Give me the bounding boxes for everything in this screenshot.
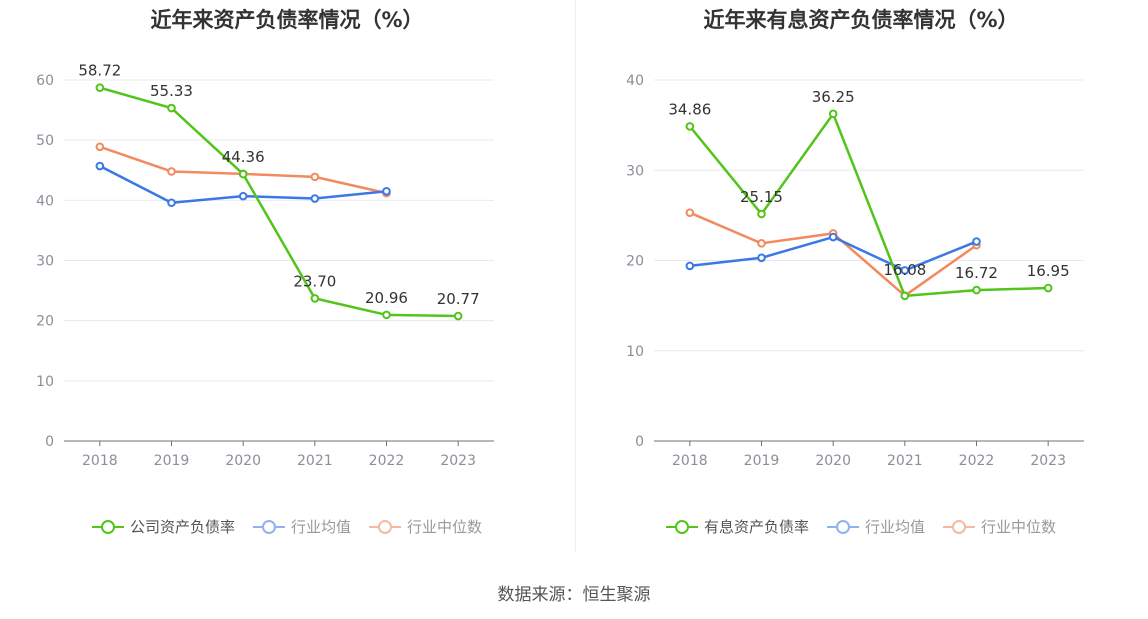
y-tick-label: 40 (36, 193, 54, 209)
legend-marker-icon (943, 519, 975, 535)
data-label: 16.95 (1027, 262, 1070, 280)
data-point (167, 103, 176, 113)
data-label: 36.25 (812, 88, 855, 106)
chart-legend: 公司资产负债率 行业均值 行业中位数 (0, 516, 574, 537)
legend-item[interactable]: 有息资产负债率 (665, 516, 809, 537)
legend-label: 公司资产负债率 (129, 518, 235, 536)
data-point (238, 169, 248, 179)
chart-legend: 有息资产负债率 行业均值 行业中位数 (574, 516, 1148, 537)
data-point (828, 232, 838, 242)
legend-label: 行业均值 (864, 518, 925, 536)
x-tick-label: 2019 (744, 453, 780, 469)
data-point (972, 285, 981, 295)
x-tick-label: 2019 (154, 453, 190, 469)
interest-debt-ratio-line-chart: 0 10 20 30 40 2018 2019 2020 2021 2022 2023 34.86 25… (626, 73, 1084, 469)
legend-marker-icon (826, 519, 859, 535)
data-point (310, 172, 320, 182)
data-label: 25.15 (740, 188, 783, 206)
legend-label: 有息资产负债率 (703, 518, 809, 536)
legend-marker-icon (665, 519, 698, 535)
series-line (99, 86, 459, 318)
data-label: 44.36 (222, 148, 265, 166)
y-tick-label: 30 (36, 254, 54, 270)
data-point (95, 83, 105, 93)
x-tick-label: 2022 (959, 453, 995, 469)
data-label: 16.72 (955, 264, 998, 282)
chart-title: 近年来资产负债率情况（%） (150, 8, 424, 32)
data-point (757, 253, 766, 263)
data-point (310, 294, 320, 303)
legend-marker-icon (252, 519, 285, 535)
data-point (238, 191, 248, 201)
y-tick-label: 10 (626, 344, 644, 360)
legend-item[interactable]: 公司资产负债率 (91, 516, 235, 537)
data-point (900, 291, 910, 301)
data-source-footer: 数据来源：恒生聚源 (497, 585, 651, 605)
x-tick-label: 2022 (369, 453, 405, 469)
data-point (900, 266, 910, 275)
x-tick-label: 2020 (815, 453, 851, 469)
x-tick-label: 2020 (225, 453, 261, 469)
legend-item[interactable]: 行业中位数 (369, 516, 482, 537)
x-tick-label: 2018 (82, 453, 118, 469)
legend-marker-icon (369, 519, 401, 535)
legend-item[interactable]: 行业均值 (826, 516, 925, 537)
legend-item[interactable]: 行业均值 (252, 516, 351, 537)
x-tick-label: 2023 (1030, 453, 1066, 469)
y-tick-label: 20 (36, 314, 54, 330)
data-label: 23.70 (293, 272, 336, 290)
y-tick-label: 0 (635, 434, 644, 450)
y-tick-label: 20 (626, 254, 644, 270)
data-point (382, 310, 391, 320)
debt-ratio-chart-panel: 近年来资产负债率情况（%） 0 10 20 30 40 50 60 2018 2019 2020 2… (0, 0, 574, 560)
legend-item[interactable]: 行业中位数 (943, 516, 1056, 537)
data-label: 16.08 (883, 261, 926, 279)
x-tick-label: 2021 (887, 453, 923, 469)
data-point (453, 311, 463, 321)
data-point (828, 109, 838, 119)
data-point (757, 239, 766, 248)
data-label: 20.96 (365, 289, 408, 307)
y-tick-label: 40 (626, 73, 644, 89)
data-point (167, 198, 176, 208)
data-point (167, 167, 176, 176)
y-tick-label: 30 (626, 163, 644, 179)
legend-label: 行业中位数 (407, 518, 483, 536)
data-point (972, 237, 981, 246)
data-label: 55.33 (150, 82, 193, 100)
legend-marker-icon (91, 519, 124, 535)
data-point (310, 194, 320, 203)
data-point (95, 142, 105, 152)
data-label: 34.86 (668, 100, 711, 118)
legend-label: 行业中位数 (981, 518, 1057, 536)
legend-label: 行业均值 (290, 518, 351, 536)
y-tick-label: 0 (45, 434, 54, 450)
interest-debt-ratio-chart-panel: 近年来有息资产负债率情况（%） 0 10 20 30 40 2018 2019 2020 202… (574, 0, 1148, 560)
chart-title: 近年来有息资产负债率情况（%） (703, 8, 1019, 32)
series-line (689, 235, 977, 272)
y-tick-label: 10 (36, 374, 54, 390)
panel-divider (575, 0, 576, 552)
data-label: 58.72 (78, 62, 121, 80)
series-line (689, 211, 978, 297)
data-point (382, 187, 391, 196)
data-point (685, 261, 695, 271)
data-point (757, 209, 766, 219)
y-tick-label: 50 (36, 133, 54, 149)
x-tick-label: 2018 (672, 453, 708, 469)
data-label: 20.77 (437, 290, 480, 308)
x-tick-label: 2021 (297, 453, 333, 469)
data-point (685, 208, 695, 217)
y-tick-label: 60 (36, 73, 54, 89)
data-point (685, 122, 695, 131)
data-point (1043, 283, 1053, 293)
x-tick-label: 2023 (440, 453, 476, 469)
series-line (688, 112, 1049, 298)
debt-ratio-line-chart: 0 10 20 30 40 50 60 2018 2019 2020 2021 2022 2023 58.… (36, 62, 494, 469)
data-point (95, 161, 105, 171)
